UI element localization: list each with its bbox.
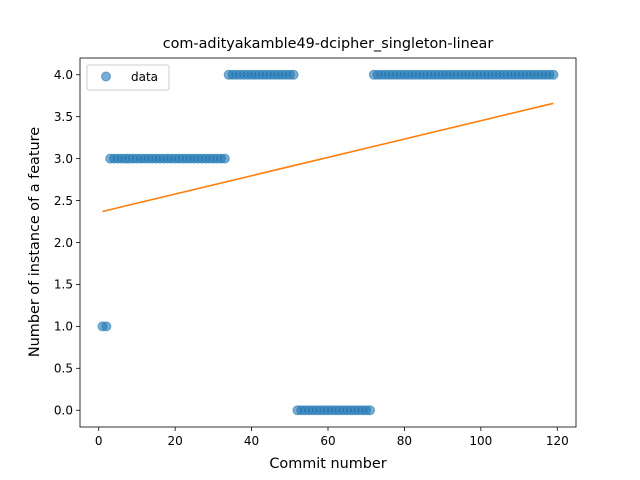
x-tick-label: 20 [168,434,183,448]
y-tick-label: 0.5 [54,362,73,376]
data-point [288,69,299,80]
x-tick-label: 40 [244,434,259,448]
data-point [101,321,112,332]
x-tick-label: 100 [469,434,492,448]
chart-title: com-adityakamble49-dcipher_singleton-lin… [163,36,494,52]
x-tick-label: 60 [320,434,335,448]
y-tick-label: 3.5 [54,110,73,124]
data-point [365,405,376,416]
x-tick-label: 0 [95,434,103,448]
data-point [548,69,559,80]
y-axis-label: Number of instance of a feature [27,127,43,357]
y-tick-label: 2.5 [54,194,73,208]
x-tick-label: 120 [546,434,569,448]
legend-label-data: data [131,70,158,84]
data-point [219,153,230,164]
legend-box [86,64,170,91]
y-tick-label: 0.0 [54,404,73,418]
legend: data [86,64,170,91]
linear-fit-line [102,102,554,213]
plot-area [97,69,559,416]
y-tick-label: 4.0 [54,68,73,82]
x-tick-label: 80 [397,434,412,448]
y-axis: 0.0 0.5 1.0 1.5 2.0 2.5 3.0 3.5 4.0 [54,68,80,418]
x-axis-label: Commit number [269,456,386,472]
y-tick-label: 2.0 [54,236,73,250]
y-tick-label: 1.0 [54,320,73,334]
y-tick-label: 3.0 [54,152,73,166]
x-axis: 0 20 40 60 80 100 120 [95,427,569,448]
legend-marker-data [101,71,111,82]
y-tick-label: 1.5 [54,278,73,292]
